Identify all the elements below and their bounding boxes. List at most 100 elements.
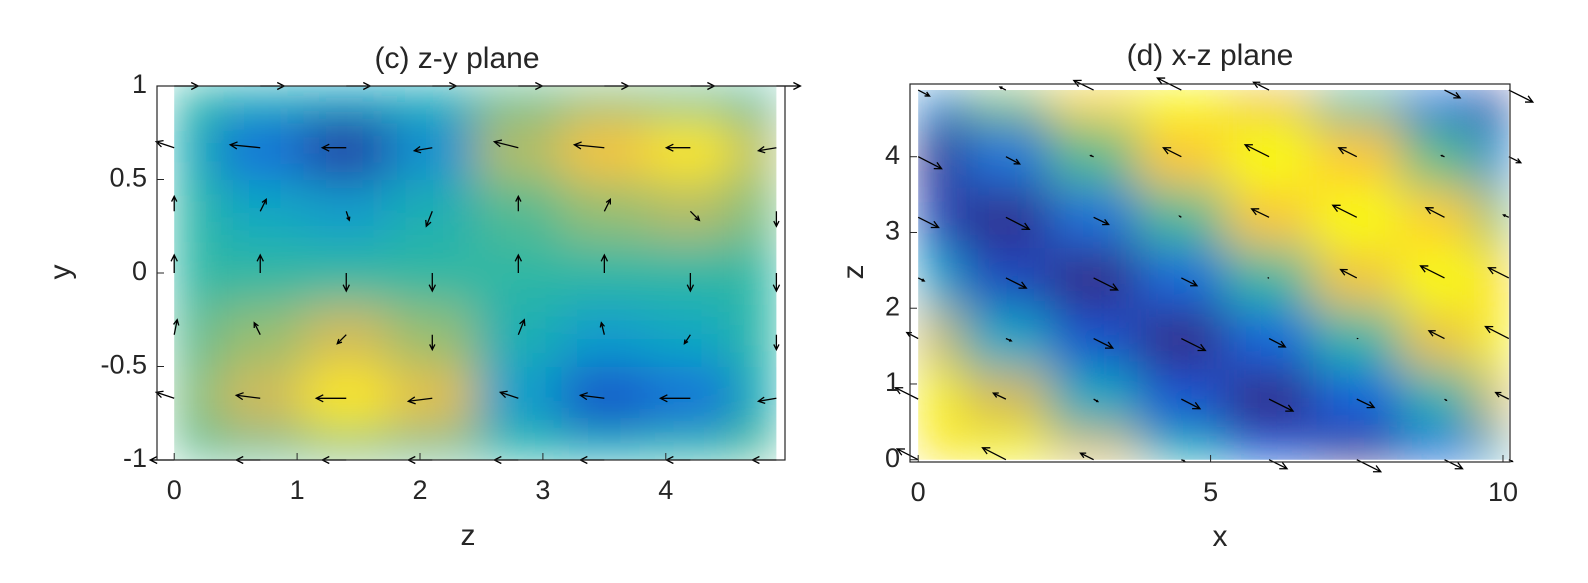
arrow: [406, 396, 433, 405]
field-cell: [918, 429, 963, 460]
x-tick-label: 0: [911, 477, 926, 507]
field-cell: [1476, 247, 1509, 309]
arrow: [1005, 277, 1028, 289]
field-cell: [1400, 123, 1478, 188]
arrow: [599, 321, 605, 335]
field-cell: [962, 429, 1051, 460]
field-cell: [1400, 368, 1478, 430]
y-tick-label: 2: [885, 291, 900, 321]
arrow: [1005, 216, 1031, 230]
field-cell: [217, 242, 304, 305]
arrow: [1181, 398, 1202, 410]
arrow: [1339, 268, 1358, 279]
field-cell: [475, 242, 562, 305]
arrow: [664, 143, 691, 152]
arrow: [1508, 89, 1535, 103]
arrow: [1093, 216, 1110, 226]
field-cell: [389, 116, 476, 180]
field-cell: [1137, 429, 1226, 460]
field-cell: [389, 366, 476, 430]
field-cell: [962, 368, 1051, 430]
arrow: [917, 89, 931, 97]
arrow: [917, 277, 926, 282]
field-cell: [918, 308, 963, 370]
field-cell: [1476, 368, 1509, 430]
arrow: [1079, 452, 1094, 461]
field-cells: [918, 90, 1509, 460]
arrow: [1162, 147, 1182, 158]
field-cell: [918, 368, 963, 430]
arrow: [1250, 208, 1270, 218]
arrow: [1181, 277, 1199, 287]
x-tick-label: 10: [1488, 477, 1518, 507]
arrow: [1268, 459, 1289, 470]
field-cell: [389, 179, 476, 243]
field-cell: [389, 429, 476, 460]
field-cell: [217, 86, 304, 118]
field-cell: [733, 86, 777, 118]
y-tick-label: 1: [132, 69, 147, 99]
arrow: [1089, 154, 1094, 158]
field-cell: [1312, 187, 1402, 249]
field-cell: [303, 86, 390, 118]
arrow: [773, 334, 780, 352]
arrow: [1444, 459, 1464, 470]
arrow: [345, 211, 351, 222]
field: [918, 90, 1509, 460]
arrow: [894, 387, 919, 400]
y-tick-label: -0.5: [100, 350, 147, 380]
x-tick-label: 3: [535, 475, 550, 505]
chart-title: (d) x-z plane: [1127, 39, 1294, 72]
field-cell: [1312, 429, 1402, 460]
arrow: [773, 211, 780, 228]
chart-title: (c) z-y plane: [374, 42, 539, 75]
field-cell: [1476, 187, 1509, 249]
arrow: [342, 273, 350, 293]
y-tick-label: 4: [885, 140, 900, 170]
field-cell: [918, 187, 963, 249]
field-cell: [733, 242, 777, 305]
arrow: [686, 273, 695, 293]
y-tick-label: 0: [132, 256, 147, 286]
arrow: [1005, 156, 1021, 165]
arrow: [428, 273, 437, 293]
arrow: [1502, 214, 1510, 218]
arrow: [1424, 207, 1445, 218]
arrow: [1243, 144, 1270, 158]
axes-box: [909, 83, 1511, 463]
arrow: [683, 334, 691, 345]
field-cell: [1400, 187, 1478, 249]
field-cell: [217, 366, 304, 430]
arrow: [253, 321, 261, 336]
arrow: [756, 145, 777, 154]
field-cell: [174, 366, 218, 430]
field-cell: [733, 303, 777, 367]
field-cell: [733, 179, 777, 243]
field-cell: [561, 303, 648, 367]
field-cell: [918, 123, 963, 188]
field-cell: [174, 429, 218, 460]
field-cell: [962, 90, 1051, 124]
arrow: [1331, 204, 1358, 218]
arrow: [429, 334, 436, 352]
arrow: [603, 197, 611, 212]
field-cell: [561, 86, 648, 118]
y-axis-label: z: [837, 265, 870, 280]
field-cell: [561, 116, 648, 180]
arrow: [412, 145, 433, 154]
field-cell: [303, 429, 390, 460]
x-tick-label: 1: [290, 475, 305, 505]
x-axis-label: x: [1213, 520, 1228, 553]
field-cell: [733, 429, 777, 460]
arrow: [658, 394, 691, 403]
field-cell: [1312, 247, 1402, 309]
field-cell: [217, 429, 304, 460]
arrow: [228, 141, 261, 150]
arrow: [1178, 215, 1182, 218]
field-cell: [1312, 123, 1402, 188]
field-cell: [1137, 90, 1226, 124]
arrow: [173, 318, 180, 335]
arrow: [1487, 267, 1510, 279]
arrow: [1093, 337, 1115, 349]
x-axis-label: z: [461, 519, 476, 552]
